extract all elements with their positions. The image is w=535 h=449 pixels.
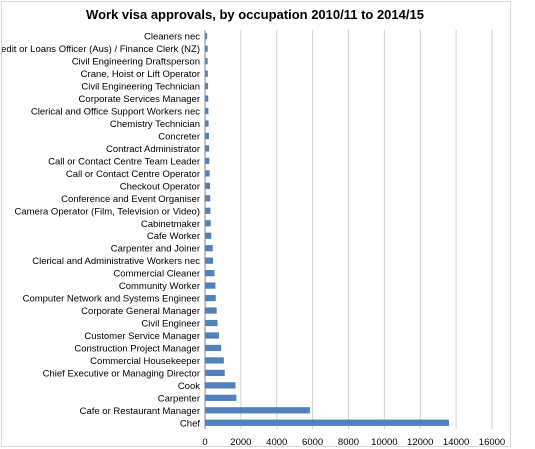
chart-frame: Work visa approvals, by occupation 2010/… <box>1 1 511 448</box>
bar <box>205 58 208 65</box>
category-label: Chef <box>180 418 200 429</box>
bar <box>205 95 209 102</box>
bar <box>205 132 209 140</box>
category-label: Commercial Housekeeper <box>90 356 200 367</box>
bar <box>205 282 216 289</box>
bar <box>205 270 215 277</box>
category-label: Commercial Cleaner <box>113 269 200 280</box>
x-tick-label: 10000 <box>371 437 397 448</box>
x-tick-label: 16000 <box>479 437 505 448</box>
bar <box>205 369 225 377</box>
category-label: Camera Operator (Film, Television or Vid… <box>15 206 201 217</box>
bar <box>205 145 210 152</box>
gridlines <box>240 30 493 429</box>
bar <box>205 307 217 314</box>
category-label: Cafe or Restaurant Manager <box>80 406 200 417</box>
category-label: Clerical and Administrative Workers nec <box>32 256 200 267</box>
bar <box>205 382 236 389</box>
category-label: Civil Engineering Technician <box>81 82 200 93</box>
category-label: Call or Contact Centre Operator <box>66 169 200 180</box>
category-label: Corporate Services Manager <box>79 94 200 105</box>
chart-title: Work visa approvals, by occupation 2010/… <box>86 7 424 22</box>
x-axis-tick-labels: 0 2000 4000 6000 8000 10000 12000 14000 16000 <box>202 437 505 448</box>
category-label: Customer Service Manager <box>84 331 200 342</box>
x-tick-label: 12000 <box>407 437 433 448</box>
category-label: Chemistry Technician <box>110 119 200 130</box>
x-tick-label: 14000 <box>443 437 469 448</box>
category-label: Cabinetmaker <box>141 219 200 230</box>
bar <box>205 319 218 327</box>
category-label: Cleaners nec <box>144 32 200 43</box>
bar <box>205 257 214 264</box>
category-label: Community Worker <box>119 281 200 292</box>
bar <box>205 407 310 414</box>
bar <box>205 419 449 426</box>
bar <box>205 232 212 239</box>
x-tick-label: 0 <box>202 437 207 448</box>
bar <box>205 33 208 40</box>
category-label: Chief Executive or Managing Director <box>43 368 200 379</box>
bar <box>205 107 209 115</box>
x-tick-label: 2000 <box>230 437 251 448</box>
category-label: Carpenter and Joiner <box>111 244 200 255</box>
bar <box>205 157 210 165</box>
category-label: Cook <box>178 381 200 392</box>
category-label: Cafe Worker <box>147 231 200 242</box>
bar <box>205 170 210 177</box>
category-label: Contract Administrator <box>106 144 200 155</box>
bar <box>205 344 222 352</box>
bar <box>205 394 237 401</box>
bars <box>205 33 449 426</box>
bar <box>205 70 208 77</box>
bar <box>205 195 211 202</box>
category-label: Checkout Operator <box>120 181 200 192</box>
category-label: Carpenter <box>158 393 200 404</box>
x-tick-label: 4000 <box>266 437 287 448</box>
bar <box>205 82 209 90</box>
bar <box>205 332 219 339</box>
category-label: Civil Engineering Draftsperson <box>72 57 200 68</box>
bar-chart: Work visa approvals, by occupation 2010/… <box>2 7 505 448</box>
bar <box>205 245 213 252</box>
bar <box>205 207 211 214</box>
bar <box>205 294 216 302</box>
bar <box>205 45 208 52</box>
bar <box>205 120 209 127</box>
bar <box>205 357 224 364</box>
x-tick-label: 8000 <box>338 437 359 448</box>
category-label: Conference and Event Organiser <box>61 194 200 205</box>
x-tick-label: 6000 <box>302 437 323 448</box>
category-label: Computer Network and Systems Engineer <box>23 294 200 305</box>
bar <box>205 182 211 189</box>
category-label: Crane, Hoist or Lift Operator <box>81 69 200 80</box>
category-label: Clerical and Office Support Workers nec <box>31 107 200 118</box>
category-label: Credit or Loans Officer (Aus) / Finance … <box>2 44 200 55</box>
category-label: Corporate General Manager <box>81 306 200 317</box>
category-label: Call or Contact Centre Team Leader <box>48 156 200 167</box>
bar <box>205 220 211 227</box>
category-label: Construction Project Manager <box>74 343 200 354</box>
category-label: Concreter <box>158 131 200 142</box>
category-label: Civil Engineer <box>141 319 200 330</box>
